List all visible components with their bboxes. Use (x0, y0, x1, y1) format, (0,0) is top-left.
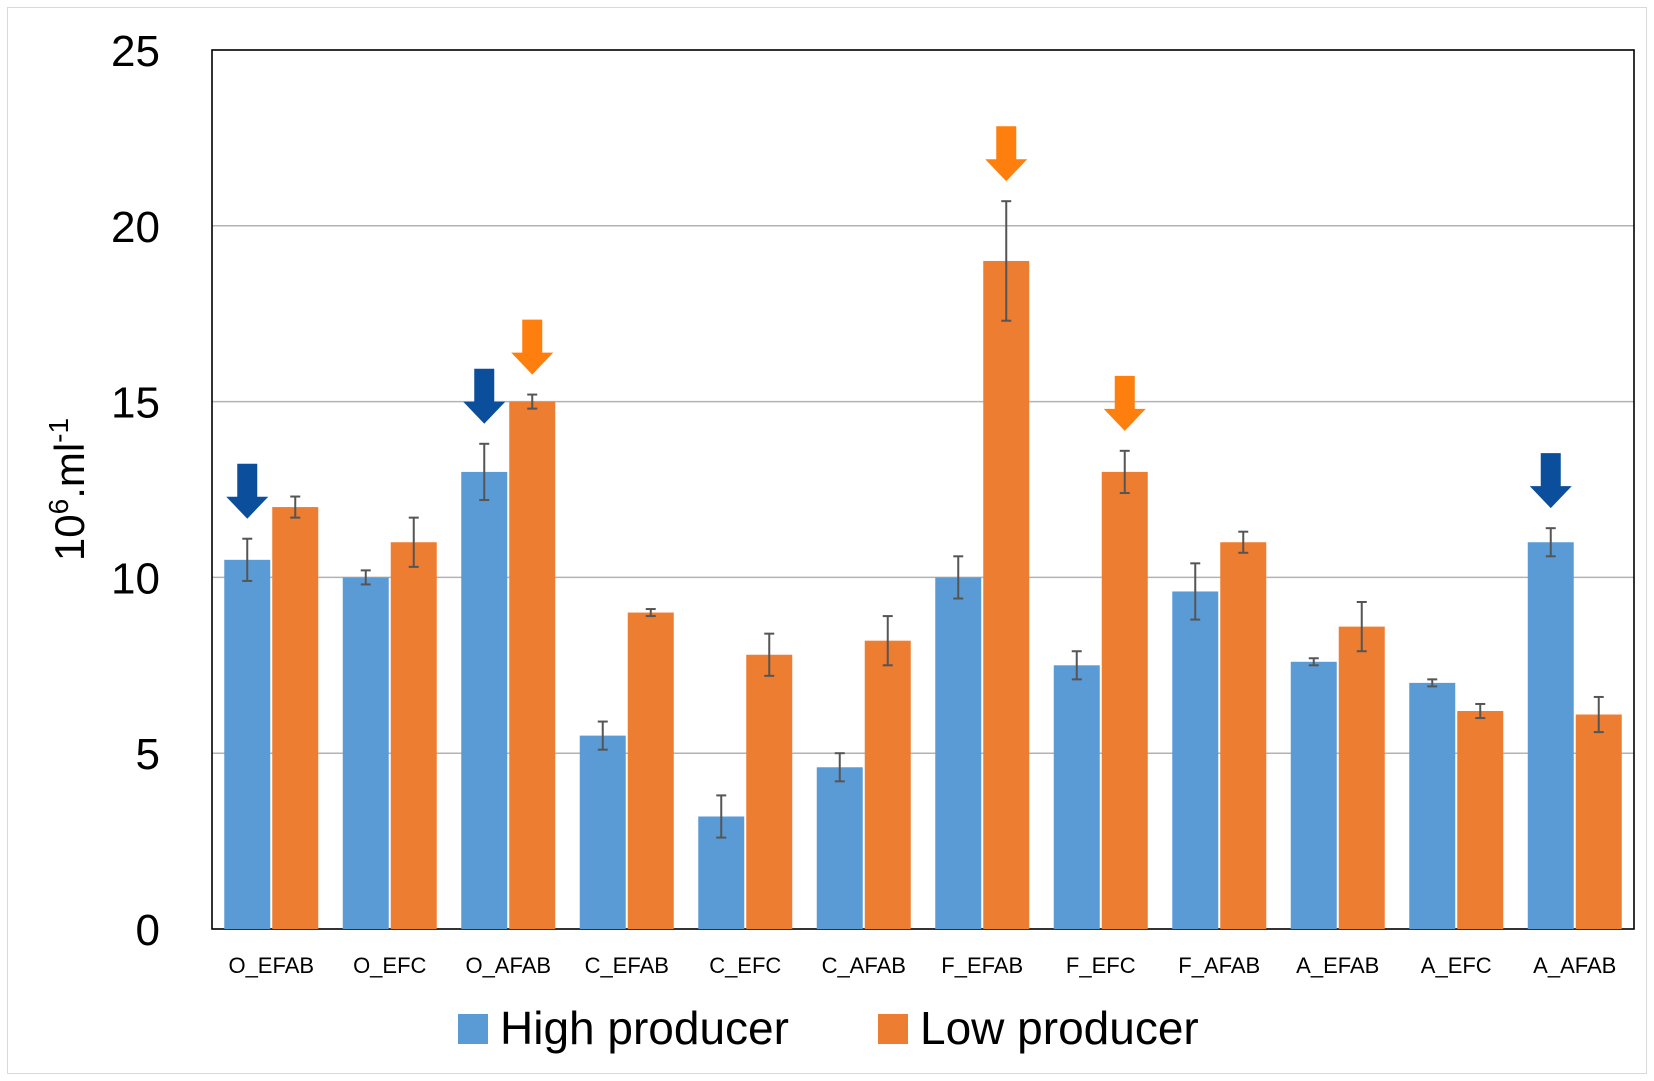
bar-low-producer-A_AFAB (1575, 714, 1622, 929)
y-tick-label-15: 15 (111, 379, 160, 428)
y-tick-label-25: 25 (111, 27, 160, 76)
bar-high-producer-O_AFAB (461, 471, 508, 929)
bar-low-producer-O_EFAB (272, 507, 319, 929)
legend-swatch-low-producer (878, 1014, 908, 1044)
arrow-down-icon (1529, 453, 1572, 509)
bar-low-producer-A_EFAB (1338, 626, 1385, 929)
bar-low-producer-F_AFAB (1220, 542, 1267, 929)
bar-low-producer-C_AFAB (864, 640, 911, 929)
bar-low-producer-F_EFC (1101, 471, 1148, 929)
x-tick-label-F_EFAB: F_EFAB (941, 953, 1023, 978)
bar-low-producer-O_EFC (390, 542, 437, 929)
x-tick-label-O_EFAB: O_EFAB (228, 953, 314, 978)
bar-low-producer-O_AFAB (509, 401, 556, 930)
arrow-down-icon (511, 319, 554, 375)
x-tick-label-C_EFAB: C_EFAB (585, 953, 669, 978)
y-tick-label-10: 10 (111, 554, 160, 603)
x-tick-label-C_EFC: C_EFC (709, 953, 781, 978)
x-tick-label-C_AFAB: C_AFAB (822, 953, 906, 978)
y-tick-label-0: 0 (136, 906, 160, 955)
bar-high-producer-C_AFAB (816, 767, 863, 929)
bar-low-producer-A_EFC (1457, 711, 1504, 929)
bar-high-producer-A_AFAB (1527, 542, 1574, 929)
legend-label-low-producer: Low producer (920, 1002, 1199, 1054)
x-tick-label-O_AFAB: O_AFAB (465, 953, 551, 978)
y-axis-label: 106.ml-1 (43, 418, 93, 561)
x-tick-label-A_EFAB: A_EFAB (1296, 953, 1379, 978)
arrow-down-icon (985, 126, 1028, 182)
bar-high-producer-F_AFAB (1172, 591, 1219, 929)
arrow-down-icon (226, 463, 269, 519)
y-tick-label-20: 20 (111, 203, 160, 252)
x-tick-label-O_EFC: O_EFC (353, 953, 426, 978)
bar-high-producer-A_EFAB (1290, 661, 1337, 929)
bar-high-producer-A_EFC (1409, 682, 1456, 929)
bar-high-producer-C_EFAB (579, 735, 626, 929)
bar-high-producer-F_EFC (1053, 665, 1100, 929)
bar-high-producer-O_EFAB (224, 559, 271, 929)
x-tick-label-A_EFC: A_EFC (1421, 953, 1492, 978)
bar-high-producer-F_EFAB (935, 577, 982, 929)
legend-swatch-high-producer (458, 1014, 488, 1044)
y-tick-label-5: 5 (136, 730, 160, 779)
arrow-down-icon (1103, 375, 1146, 431)
legend-label-high-producer: High producer (500, 1002, 789, 1054)
bar-low-producer-F_EFAB (983, 260, 1030, 930)
arrow-down-icon (463, 368, 506, 424)
x-tick-label-F_EFC: F_EFC (1066, 953, 1136, 978)
plot-area-border (211, 49, 1635, 930)
bar-high-producer-O_EFC (342, 577, 389, 929)
bar-low-producer-C_EFAB (627, 612, 674, 929)
x-tick-label-F_AFAB: F_AFAB (1178, 953, 1260, 978)
x-tick-label-A_AFAB: A_AFAB (1533, 953, 1616, 978)
bar-low-producer-C_EFC (746, 654, 793, 929)
